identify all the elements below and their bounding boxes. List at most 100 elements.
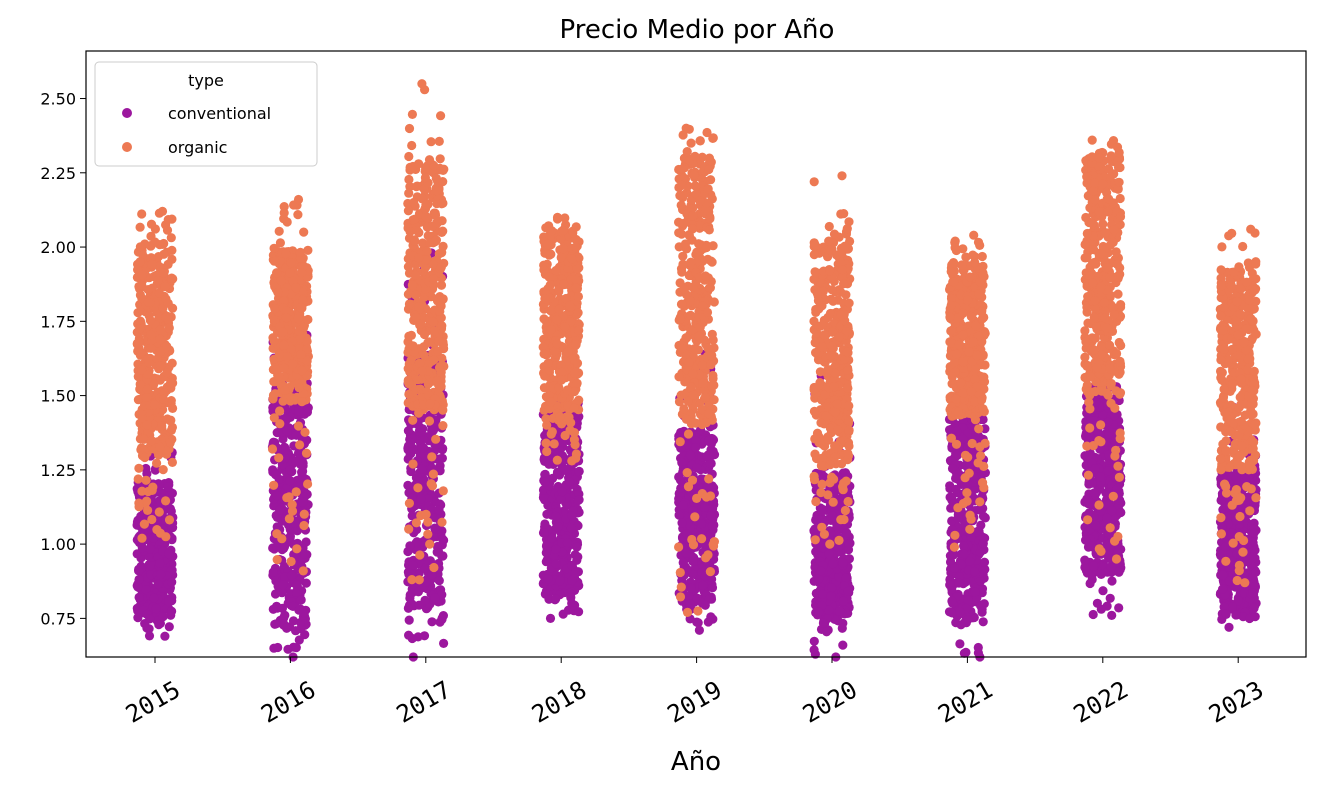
- data-point-organic: [404, 188, 414, 198]
- data-point-organic: [572, 378, 582, 388]
- data-point-organic: [163, 215, 173, 225]
- data-point-conventional: [707, 521, 718, 531]
- data-point-conventional: [961, 647, 971, 658]
- data-point-conventional: [1249, 528, 1259, 538]
- data-point-organic: [437, 517, 447, 527]
- data-point-organic: [155, 334, 165, 345]
- data-point-conventional: [816, 566, 826, 576]
- data-point-organic: [574, 395, 584, 405]
- data-point-conventional: [562, 538, 573, 548]
- data-point-conventional: [145, 614, 155, 624]
- data-point-organic: [167, 245, 177, 255]
- data-point-organic: [269, 243, 279, 253]
- data-point-conventional: [838, 596, 849, 606]
- data-point-organic: [272, 529, 282, 539]
- data-point-conventional: [417, 443, 427, 453]
- data-point-organic: [554, 304, 564, 314]
- data-point-conventional: [148, 533, 158, 543]
- data-point-organic: [410, 236, 420, 246]
- data-point-organic: [143, 505, 153, 515]
- data-point-conventional: [551, 511, 561, 521]
- data-point-organic: [559, 279, 569, 289]
- data-point-conventional: [954, 578, 964, 588]
- data-point-organic: [270, 303, 280, 314]
- data-point-organic: [414, 253, 424, 263]
- data-point-conventional: [164, 549, 174, 559]
- data-point-conventional: [1102, 513, 1112, 523]
- data-point-conventional: [704, 435, 714, 445]
- data-point-conventional: [133, 613, 143, 623]
- data-point-conventional: [953, 513, 963, 524]
- data-point-organic: [297, 365, 307, 376]
- data-point-organic: [571, 340, 581, 350]
- data-point-conventional: [277, 545, 287, 555]
- data-point-conventional: [978, 511, 989, 521]
- data-point-organic: [134, 337, 144, 347]
- data-point-conventional: [164, 622, 174, 632]
- data-point-organic: [141, 475, 151, 485]
- data-point-conventional: [541, 557, 551, 567]
- data-point-organic: [286, 258, 296, 268]
- data-point-organic: [282, 217, 292, 227]
- data-point-conventional: [570, 568, 581, 578]
- data-point-conventional: [818, 618, 829, 628]
- data-point-organic: [404, 151, 414, 162]
- data-point-conventional: [1096, 604, 1106, 614]
- data-point-conventional: [1107, 505, 1117, 516]
- data-point-organic: [155, 442, 165, 452]
- data-point-conventional: [268, 567, 278, 577]
- data-point-conventional: [272, 490, 282, 501]
- data-point-organic: [414, 302, 424, 312]
- data-point-conventional: [544, 459, 554, 469]
- data-point-organic: [276, 276, 286, 286]
- data-point-conventional: [955, 639, 965, 649]
- data-point-conventional: [827, 511, 838, 521]
- data-point-organic: [413, 483, 423, 493]
- data-point-organic: [152, 525, 162, 535]
- data-point-conventional: [403, 426, 413, 436]
- data-point-conventional: [136, 511, 146, 521]
- data-point-conventional: [151, 603, 161, 614]
- data-point-conventional: [698, 580, 708, 591]
- data-point-organic: [427, 452, 437, 462]
- data-point-conventional: [551, 594, 561, 604]
- data-point-conventional: [979, 557, 990, 567]
- data-point-organic: [156, 361, 166, 371]
- data-point-conventional: [947, 596, 957, 606]
- data-point-conventional: [1105, 593, 1115, 603]
- data-point-conventional: [286, 570, 297, 581]
- data-point-organic: [142, 384, 152, 394]
- data-point-organic: [428, 317, 438, 327]
- data-point-conventional: [403, 603, 413, 613]
- data-point-conventional: [556, 494, 566, 504]
- data-point-organic: [573, 308, 583, 318]
- data-point-conventional: [684, 591, 694, 601]
- data-point-conventional: [294, 406, 304, 416]
- data-point-organic: [285, 268, 295, 278]
- data-point-conventional: [137, 543, 147, 553]
- data-point-organic: [166, 233, 176, 243]
- data-point-organic: [274, 226, 284, 236]
- data-point-organic: [137, 280, 147, 290]
- data-point-conventional: [677, 518, 687, 528]
- data-point-organic: [136, 365, 147, 375]
- data-point-conventional: [1081, 535, 1091, 545]
- data-point-organic: [438, 421, 448, 431]
- data-point-organic: [438, 405, 448, 415]
- data-point-organic: [562, 385, 573, 395]
- data-point-conventional: [674, 472, 684, 482]
- data-point-organic: [438, 486, 448, 496]
- data-point-organic: [427, 221, 437, 231]
- data-point-organic: [292, 544, 302, 554]
- data-point-organic: [145, 315, 155, 325]
- data-point-organic: [427, 481, 438, 491]
- data-point-conventional: [551, 559, 561, 569]
- data-point-organic: [413, 375, 423, 385]
- data-point-organic: [269, 480, 279, 490]
- data-point-organic: [403, 206, 413, 216]
- data-point-conventional: [1218, 584, 1228, 594]
- data-point-organic: [416, 319, 426, 329]
- data-point-organic: [270, 389, 280, 399]
- data-point-organic: [152, 458, 162, 468]
- data-point-conventional: [826, 591, 836, 601]
